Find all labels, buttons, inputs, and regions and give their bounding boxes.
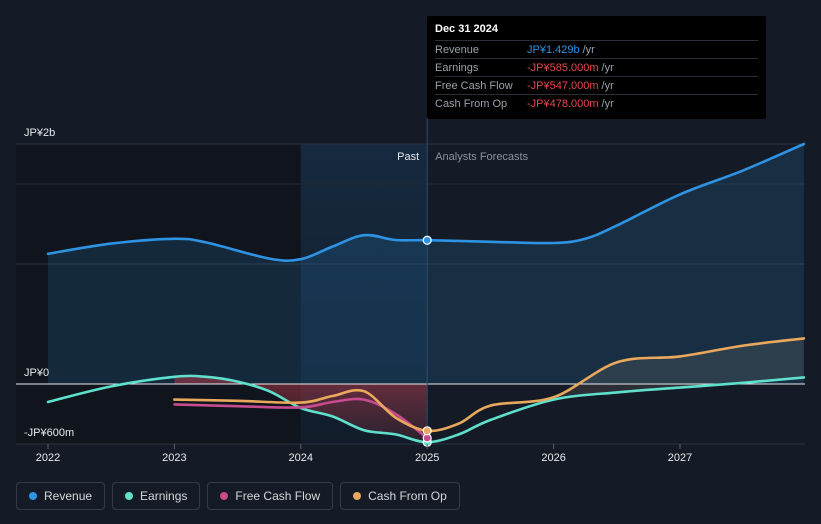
x-tick-label: 2024	[289, 452, 313, 464]
tooltip-label: Earnings	[435, 61, 479, 74]
tooltip-value: -JP¥478.000m	[527, 97, 599, 110]
y-tick-label: -JP¥600m	[24, 427, 74, 439]
legend-item-earnings[interactable]: Earnings	[112, 482, 201, 510]
y-tick-label: JP¥2b	[24, 127, 55, 139]
tooltip-unit: /yr	[601, 61, 614, 74]
y-tick-label: JP¥0	[24, 367, 49, 379]
legend-label: Free Cash Flow	[235, 489, 321, 503]
tooltip-row-earnings: Earnings -JP¥585.000m /yr	[435, 58, 758, 76]
marker-revenue	[422, 235, 432, 245]
tooltip: Dec 31 2024 Revenue JP¥1.429b /yr Earnin…	[427, 16, 766, 119]
tooltip-value: -JP¥547.000m	[527, 79, 599, 92]
tooltip-label: Revenue	[435, 43, 480, 56]
legend-item-free-cash-flow[interactable]: Free Cash Flow	[207, 482, 334, 510]
tooltip-label: Cash From Op	[435, 97, 508, 110]
negative-area	[174, 376, 428, 443]
legend-dot-icon	[29, 492, 37, 500]
legend-item-cash-from-op[interactable]: Cash From Op	[340, 482, 460, 510]
series-line-revenue	[46, 142, 806, 262]
tooltip-unit: /yr	[582, 43, 595, 56]
tooltip-row-cash-from-op: Cash From Op -JP¥478.000m /yr	[435, 94, 758, 112]
legend-dot-icon	[125, 492, 134, 500]
series-line-free-cash-flow	[173, 397, 429, 440]
revenue-area	[48, 144, 804, 384]
legend-dot-icon	[220, 492, 229, 500]
legend-dot-icon	[353, 492, 362, 500]
legend-label: Revenue	[44, 489, 93, 503]
series-line-earnings	[46, 374, 806, 444]
tooltip-unit: /yr	[601, 79, 614, 92]
legend-label: Earnings	[140, 489, 188, 503]
forecast-label: Analysts Forecasts	[435, 151, 528, 163]
x-tick-label: 2022	[36, 452, 60, 464]
legend-label: Cash From Op	[368, 489, 447, 503]
tooltip-label: Free Cash Flow	[435, 79, 513, 92]
tooltip-unit: /yr	[601, 97, 614, 110]
x-tick-label: 2027	[668, 452, 692, 464]
legend-item-revenue[interactable]: Revenue	[16, 482, 106, 510]
legend: Revenue Earnings Free Cash Flow Cash Fro…	[16, 482, 460, 510]
tooltip-date: Dec 31 2024	[435, 23, 498, 35]
x-tick-label: 2026	[541, 452, 565, 464]
x-tick-label: 2025	[415, 452, 439, 464]
tooltip-value: -JP¥585.000m	[527, 61, 599, 74]
series-line-cash-from-op	[173, 337, 806, 433]
marker-cash-from-op	[422, 426, 432, 436]
tooltip-value: JP¥1.429b	[527, 43, 580, 56]
past-label: Past	[397, 151, 419, 163]
tooltip-row-free-cash-flow: Free Cash Flow -JP¥547.000m /yr	[435, 76, 758, 94]
tooltip-row-revenue: Revenue JP¥1.429b /yr	[435, 40, 758, 58]
x-tick-label: 2023	[162, 452, 186, 464]
